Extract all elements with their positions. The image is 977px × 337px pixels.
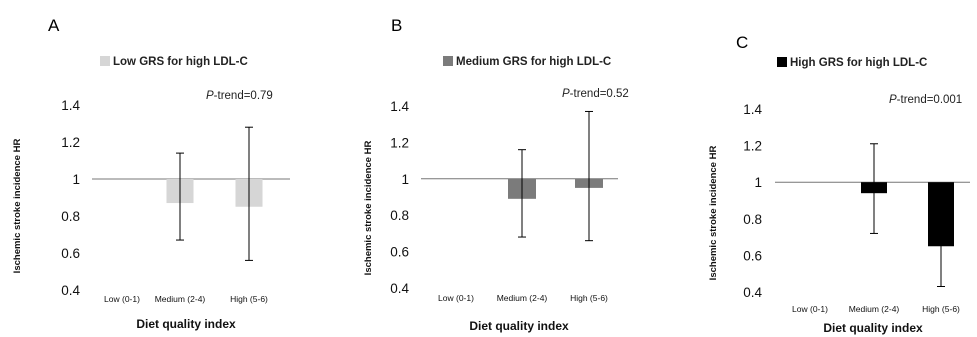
y-tick-label: 1.2: [61, 135, 80, 150]
x-tick-label: Low (0-1): [104, 294, 140, 304]
chart-c: C High GRS for high LDL-C P-trend=0.001 …: [708, 33, 970, 335]
y-tick-label: 0.6: [743, 248, 762, 263]
y-tick-label: 1.2: [390, 135, 409, 150]
panel-letter: B: [391, 16, 402, 35]
chart-panel-b: B Medium GRS for high LDL-C P-trend=0.52…: [326, 0, 652, 337]
y-tick-label: 0.4: [743, 285, 762, 300]
y-tick-label: 1: [72, 172, 80, 187]
x-axis-label: Diet quality index: [136, 317, 236, 331]
chart-b: B Medium GRS for high LDL-C P-trend=0.52…: [363, 16, 629, 333]
p-trend-label: P-trend=0.001: [889, 94, 962, 106]
bars: [508, 110, 603, 242]
y-tick-label: 1.4: [61, 98, 80, 113]
x-tick-label: High (5-6): [230, 294, 268, 304]
x-tick-label: High (5-6): [922, 304, 960, 314]
y-tick-label: 0.8: [390, 208, 409, 223]
y-tick-label: 0.8: [61, 209, 80, 224]
legend-swatch: [100, 56, 110, 66]
p-trend-label: P-trend=0.79: [206, 90, 273, 102]
panel-letter: A: [48, 16, 60, 35]
y-tick-label: 1.4: [743, 102, 762, 117]
y-tick-labels: 1.4 1.2 1 0.8 0.6 0.4: [61, 98, 80, 298]
y-tick-label: 1.2: [743, 139, 762, 154]
y-tick-label: 0.8: [743, 212, 762, 227]
y-tick-label: 1: [754, 175, 762, 190]
x-tick-labels: Low (0-1) Medium (2-4) High (5-6): [104, 294, 268, 304]
x-tick-labels: Low (0-1) Medium (2-4) High (5-6): [792, 304, 960, 314]
x-tick-label: Low (0-1): [792, 304, 828, 314]
legend-label: Low GRS for high LDL-C: [113, 56, 248, 68]
x-tick-label: Medium (2-4): [497, 293, 548, 303]
legend-swatch: [443, 56, 453, 66]
y-tick-label: 1: [401, 172, 409, 187]
x-tick-label: Medium (2-4): [155, 294, 206, 304]
chart-a: A Low GRS for high LDL-C P-trend=0.79 Is…: [12, 16, 290, 331]
x-tick-label: High (5-6): [570, 293, 608, 303]
y-axis-label: Ischemic stroke incidence HR: [12, 139, 23, 274]
chart-panel-a: A Low GRS for high LDL-C P-trend=0.79 Is…: [0, 0, 326, 337]
p-trend-label: P-trend=0.52: [562, 88, 629, 100]
bars: [166, 126, 263, 261]
y-axis-label: Ischemic stroke incidence HR: [363, 141, 374, 276]
y-axis-label: Ischemic stroke incidence HR: [708, 146, 719, 281]
x-tick-label: Low (0-1): [438, 293, 474, 303]
panel-letter: C: [736, 33, 748, 52]
x-axis-label: Diet quality index: [823, 321, 923, 335]
y-tick-label: 0.4: [61, 283, 80, 298]
y-tick-label: 0.6: [390, 245, 409, 260]
legend-label: High GRS for high LDL-C: [790, 57, 927, 69]
x-tick-labels: Low (0-1) Medium (2-4) High (5-6): [438, 293, 608, 303]
chart-panel-c: C High GRS for high LDL-C P-trend=0.001 …: [652, 0, 977, 337]
x-axis-label: Diet quality index: [469, 319, 569, 333]
legend-swatch: [777, 57, 787, 67]
bars: [861, 143, 954, 288]
y-tick-label: 0.4: [390, 281, 409, 296]
x-tick-label: Medium (2-4): [849, 304, 900, 314]
y-tick-label: 0.6: [61, 246, 80, 261]
y-tick-label: 1.4: [390, 99, 409, 114]
y-tick-labels: 1.4 1.2 1 0.8 0.6 0.4: [743, 102, 762, 300]
y-tick-labels: 1.4 1.2 1 0.8 0.6 0.4: [390, 99, 409, 296]
legend-label: Medium GRS for high LDL-C: [456, 56, 611, 68]
